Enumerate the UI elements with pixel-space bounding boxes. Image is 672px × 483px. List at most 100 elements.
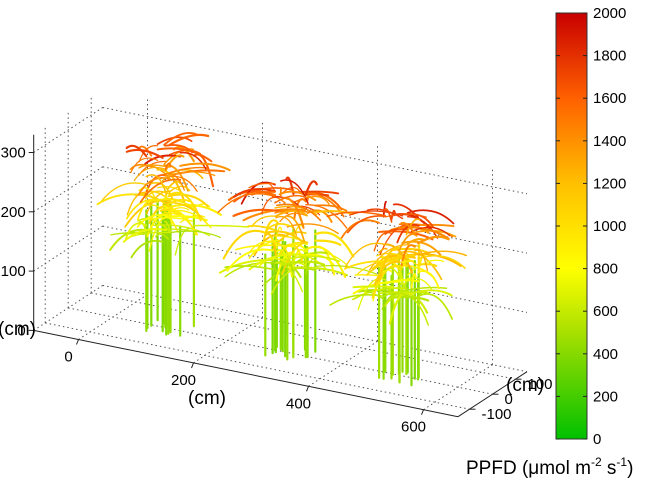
plant-leaf — [382, 243, 413, 274]
plant-leaf — [401, 259, 415, 264]
plant-group-1 — [96, 132, 250, 337]
plant-leaf — [130, 239, 164, 259]
plant-leaf — [168, 191, 202, 222]
plant-leaf — [314, 239, 342, 246]
colorbar-tick-label: 2000 — [593, 5, 626, 22]
plant-leaf — [329, 294, 385, 306]
plant-leaf — [304, 180, 318, 196]
plant-leaf — [155, 233, 170, 240]
plant-leaf — [314, 231, 355, 258]
plant-leaf — [264, 230, 304, 244]
plant-leaf — [417, 244, 421, 265]
plant-leaf — [164, 144, 194, 154]
colorbar-tick-label: 1000 — [593, 218, 626, 235]
plant-leaf — [326, 211, 387, 218]
plant-leaf — [145, 190, 172, 215]
plant-leaf — [390, 295, 430, 302]
plant-leaf — [167, 198, 191, 206]
colorbar-ticks: 0 200 400 600 800 1000 1200 1400 1600 1800 2000 — [556, 5, 626, 448]
plant-leaf — [359, 290, 385, 300]
plant-leaf — [145, 198, 195, 208]
plant-leaf — [122, 228, 168, 243]
plant-leaf — [145, 174, 168, 196]
plant-leaf — [378, 246, 400, 282]
plant-leaf — [279, 212, 308, 223]
plant-leaf — [373, 231, 393, 252]
side-wall-grid-z — [33, 107, 103, 153]
colorbar-tick-label: 400 — [593, 346, 618, 363]
plant-leaf — [314, 210, 355, 215]
plant-leaf — [276, 203, 322, 222]
plant-leaf — [153, 221, 159, 233]
plant-leaf — [129, 163, 153, 171]
plant-leaf — [280, 179, 309, 205]
plant-leaf — [371, 254, 416, 270]
plant-leaf — [271, 241, 291, 260]
plant-leaf — [248, 182, 276, 189]
plant-leaf — [133, 166, 165, 182]
x-tick-label: 0 — [64, 349, 72, 366]
x-axis-label: (cm) — [188, 388, 226, 409]
plant-leaf — [417, 270, 440, 290]
plant-leaf — [148, 204, 172, 224]
plant-leaf — [305, 203, 348, 229]
plant-leaf — [247, 225, 277, 232]
plant-leaf — [357, 259, 401, 275]
plant-leaf — [281, 255, 340, 263]
plant-leaf — [218, 258, 274, 274]
y-axis-label: (cm) — [506, 375, 544, 396]
plant-leaf — [233, 188, 276, 198]
plant-leaf — [373, 260, 401, 287]
plant-leaf — [226, 248, 274, 272]
plant-leaf — [417, 235, 450, 245]
plant-leaf — [286, 215, 306, 243]
plant-leaf — [405, 218, 421, 236]
plant-canopies — [96, 132, 468, 387]
plant-leaf — [417, 293, 454, 320]
x-tick-mark — [191, 362, 194, 369]
plant-leaf — [251, 215, 278, 228]
plant-group-2 — [217, 176, 378, 361]
plant-leaf — [378, 247, 388, 254]
plant-leaf — [407, 215, 439, 239]
plant-leaf — [167, 193, 209, 208]
plant-leaf — [382, 200, 387, 218]
plant-leaf — [134, 193, 170, 206]
plant-leaf — [293, 198, 307, 220]
plant-leaf — [417, 263, 438, 267]
plant-leaf — [179, 214, 206, 224]
plant-leaf — [169, 175, 198, 192]
plant-leaf — [385, 279, 420, 285]
plant-leaf — [125, 144, 148, 158]
colorbar — [555, 12, 588, 440]
colorbar-tick-label: 1600 — [593, 90, 626, 107]
plant-leaf — [410, 273, 417, 289]
plant-leaf — [314, 204, 348, 212]
z-tick-label: 0 — [17, 322, 25, 339]
z-axis-label: (cm) — [0, 319, 36, 340]
plant-leaf — [163, 230, 222, 238]
z-tick-label: 100 — [1, 263, 26, 280]
plant-leaf — [400, 221, 416, 236]
x-tick-mark — [306, 386, 309, 392]
x-tick-mark — [421, 409, 424, 415]
plant-leaf — [378, 291, 430, 295]
plant-leaf — [275, 226, 283, 242]
plant-leaf — [274, 205, 318, 216]
plant-leaf — [388, 291, 413, 325]
plant-leaf — [410, 226, 451, 237]
plant-leaf — [390, 247, 430, 254]
plant-leaf — [281, 241, 309, 276]
plant-leaf — [179, 162, 231, 172]
back-wall-grid-z — [102, 107, 528, 195]
plant-leaf — [383, 208, 393, 223]
plant-leaf — [340, 219, 380, 239]
side-wall-grid-z — [33, 166, 103, 213]
plant-leaf — [352, 287, 408, 301]
plant-leaf — [169, 211, 183, 215]
plant-leaf — [168, 133, 210, 147]
plant-leaf — [100, 182, 147, 203]
plant-leaf — [275, 261, 304, 293]
